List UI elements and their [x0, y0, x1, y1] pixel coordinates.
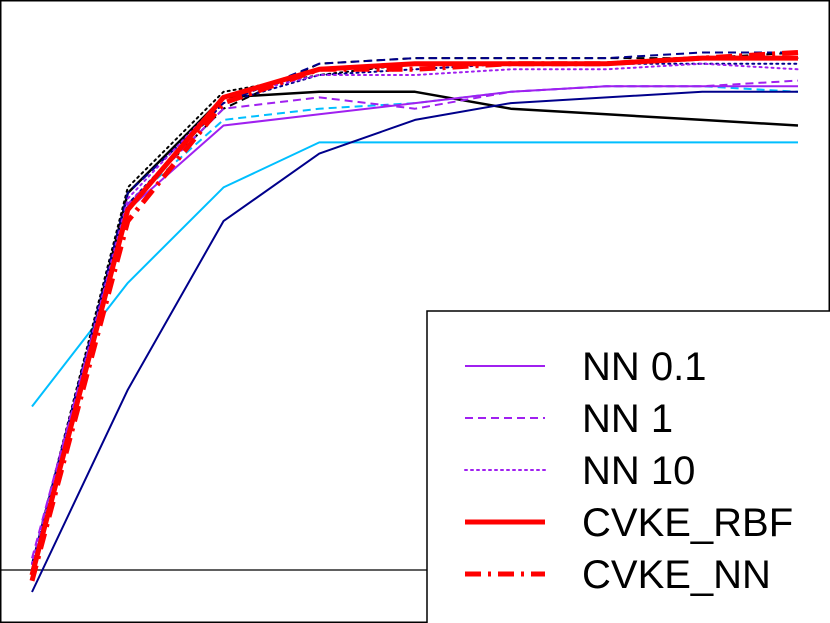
legend-item: CVKE_NN	[465, 553, 771, 597]
legend: NN 0.1 NN 1 NN 10 CVKE_RBF CVKE_NN	[426, 310, 830, 623]
series-line-navy-solid	[31, 90, 798, 593]
legend-label: NN 1	[582, 397, 673, 441]
series-line-navy-dotted	[31, 62, 799, 571]
series-line-cyan-solid	[31, 141, 798, 408]
legend-label: CVKE_RBF	[582, 501, 793, 545]
legend-item: CVKE_RBF	[465, 501, 793, 545]
legend-box	[426, 310, 830, 623]
legend-item: NN 1	[465, 397, 673, 441]
legend-item: NN 10	[464, 449, 695, 493]
series-line-navy-dashed	[31, 51, 798, 565]
legend-label: NN 10	[582, 449, 695, 493]
legend-label: CVKE_NN	[582, 553, 771, 597]
series-layer	[29, 50, 799, 593]
series-line-nn-1	[31, 79, 799, 559]
series-line-black-solid	[30, 90, 799, 576]
legend-label: NN 0.1	[582, 345, 707, 389]
series-line-nn-10	[31, 62, 799, 565]
series-line-cvke-rbf	[29, 55, 798, 576]
legend-item: NN 0.1	[465, 345, 707, 389]
